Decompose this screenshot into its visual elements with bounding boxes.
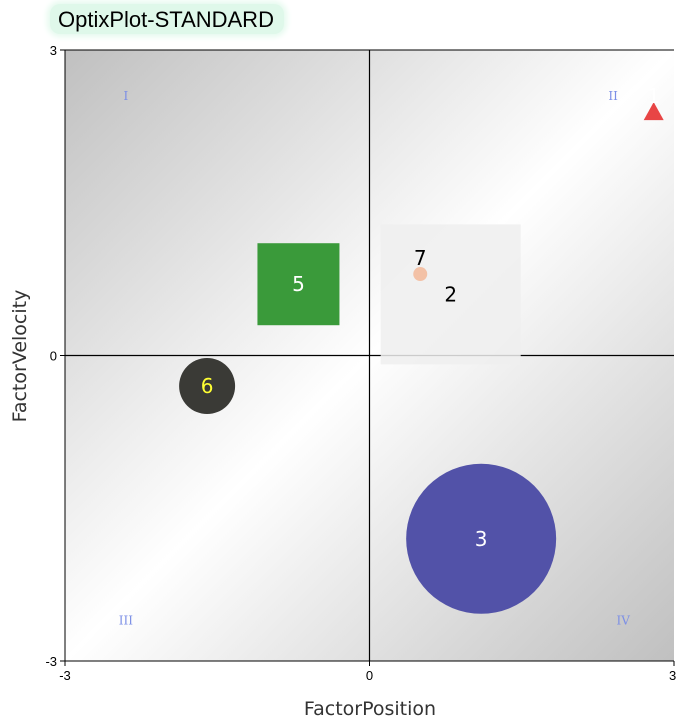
- data-point-5[interactable]: 5: [257, 243, 340, 326]
- point-marker-circle[interactable]: [413, 267, 428, 282]
- point-label-7: 7: [414, 246, 427, 270]
- tick-labels: -3 0 3 -3 0 3: [45, 43, 676, 683]
- point-label-5: 5: [292, 272, 305, 296]
- data-point-2[interactable]: 2: [380, 224, 521, 365]
- quadrant-label-bottom-left: III: [119, 613, 133, 627]
- point-marker-triangle[interactable]: [643, 102, 664, 121]
- x-tick-label: 3: [669, 668, 676, 683]
- point-label-1: 1: [647, 84, 660, 108]
- point-label-2: 2: [444, 282, 457, 306]
- y-tick-label: 0: [50, 349, 57, 364]
- y-tick-label: 3: [50, 43, 57, 58]
- data-point-6[interactable]: 6: [179, 358, 236, 415]
- axes: [64, 49, 674, 662]
- point-marker-square[interactable]: [380, 224, 521, 365]
- x-tick-label: -3: [59, 668, 71, 683]
- data-point-3[interactable]: 3: [406, 463, 557, 614]
- point-label-3: 3: [475, 527, 488, 551]
- quadrant-label-bottom-right: IV: [617, 613, 631, 627]
- app-title: OptixPlot-STANDARD: [50, 4, 284, 34]
- data-marks: 27 5 6 3 1: [179, 84, 664, 614]
- quadrant-label-top-right: II: [608, 89, 618, 103]
- y-axis-label: FactorVelocity: [9, 290, 31, 423]
- point-label-6: 6: [201, 374, 214, 398]
- point-marker-circle[interactable]: [406, 463, 557, 614]
- y-tick-label: -3: [45, 654, 57, 669]
- x-axis-label: FactorPosition: [304, 698, 436, 720]
- quadrant-label-top-left: I: [124, 89, 129, 103]
- x-tick-label: 0: [366, 668, 373, 683]
- data-point-1[interactable]: 1: [643, 84, 664, 121]
- data-point-7[interactable]: 7: [413, 246, 428, 282]
- point-marker-circle[interactable]: [179, 358, 236, 415]
- point-marker-square[interactable]: [257, 243, 340, 326]
